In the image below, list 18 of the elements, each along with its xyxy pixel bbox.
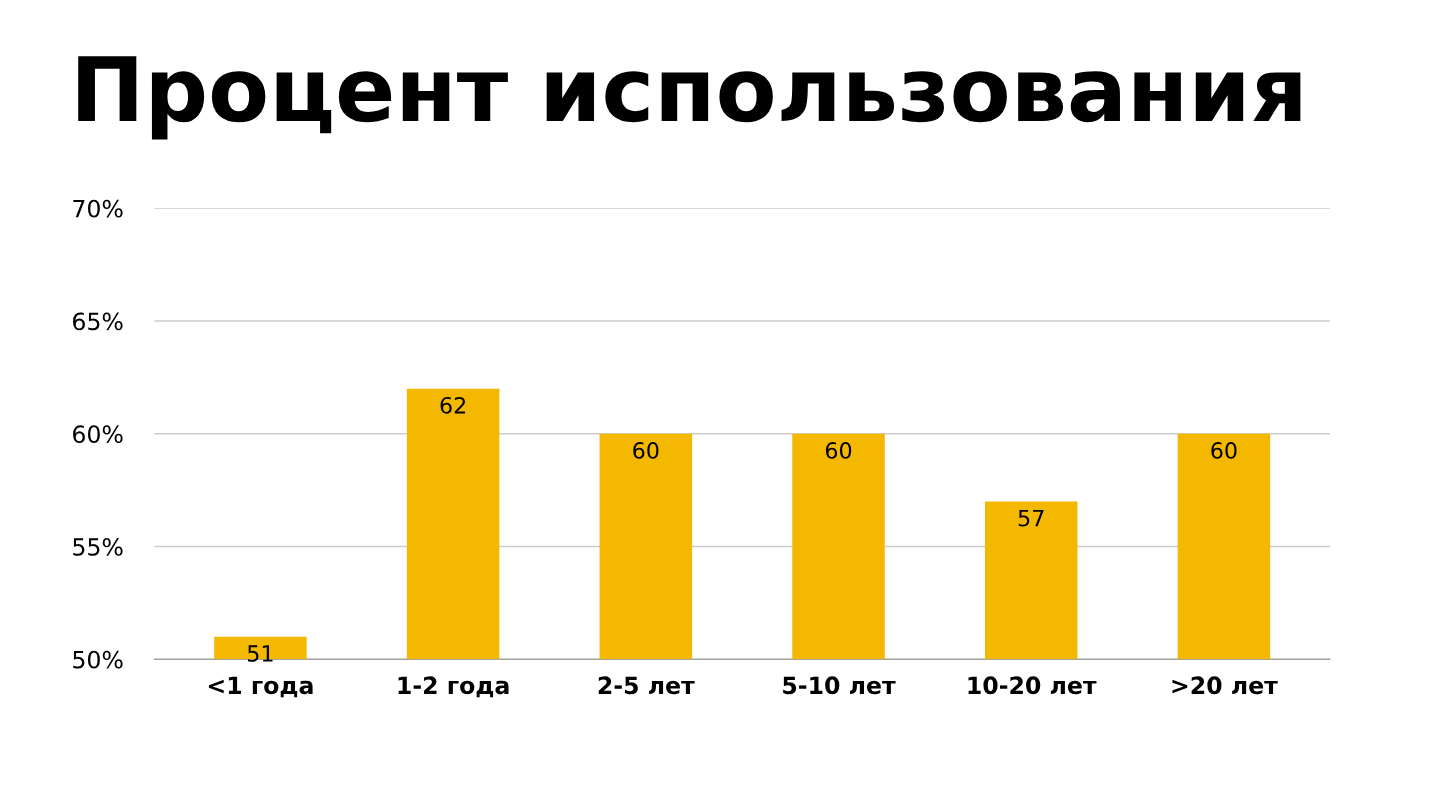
y-tick-label: 55% [73,537,123,556]
x-tick-label: >20 лет [1172,676,1278,695]
x-tick-label: 2-5 лет [598,676,695,695]
x-tick-label: <1 года [208,676,313,698]
y-tick-label: 60% [73,425,123,444]
data-label: 60 [1211,442,1237,459]
data-label: 57 [1018,509,1044,527]
x-tick-label: 5-10 лет [783,676,896,695]
data-label: 51 [248,645,273,662]
x-tick-label: 1-2 года [398,676,509,698]
data-label: 60 [825,442,852,459]
x-tick-label: 10-20 лет [968,676,1097,695]
data-label: 62 [440,396,466,414]
data-label: 60 [633,442,659,459]
y-tick-label: 50% [73,650,123,669]
chart-title: Процент использования [78,56,1301,140]
y-tick-label: 65% [73,312,123,331]
y-tick-label: 70% [73,199,123,218]
